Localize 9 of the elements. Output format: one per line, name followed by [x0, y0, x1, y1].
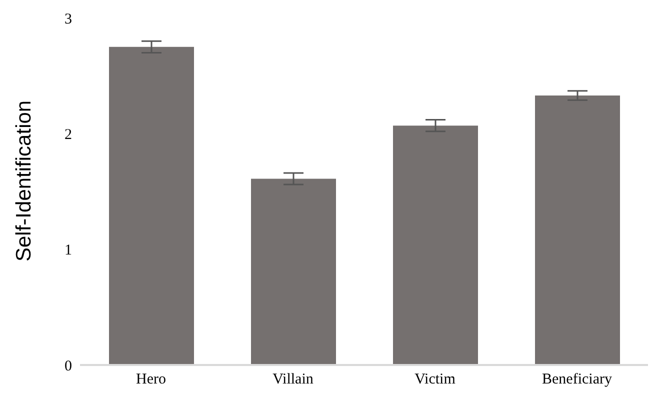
x-tick-label: Beneficiary [542, 372, 612, 388]
y-axis-title: Self-Identification [12, 100, 36, 262]
y-tick-label: 1 [64, 242, 72, 259]
x-tick-label: Victim [414, 372, 456, 388]
y-tick-label: 3 [64, 11, 72, 28]
y-tick-label: 0 [64, 358, 72, 374]
x-tick-label: Hero [136, 372, 166, 388]
x-tick-label: Villain [272, 372, 314, 388]
y-tick-label: 2 [64, 126, 72, 143]
